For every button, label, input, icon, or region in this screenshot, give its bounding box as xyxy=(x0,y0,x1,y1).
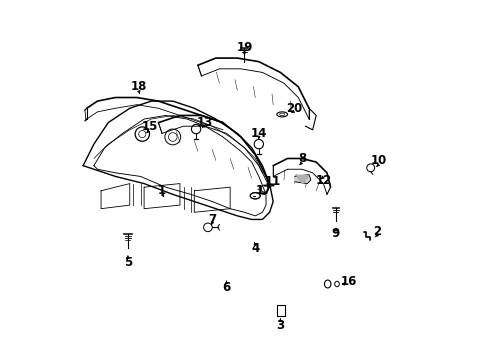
Text: 9: 9 xyxy=(331,227,339,240)
Text: 14: 14 xyxy=(250,127,266,140)
Text: 11: 11 xyxy=(264,175,281,188)
Polygon shape xyxy=(296,175,308,184)
Text: 2: 2 xyxy=(372,225,381,238)
Text: 13: 13 xyxy=(197,116,213,129)
Text: 10: 10 xyxy=(370,154,386,167)
Text: 6: 6 xyxy=(222,281,230,294)
Text: 12: 12 xyxy=(315,174,331,186)
Text: 5: 5 xyxy=(123,256,132,269)
Text: 19: 19 xyxy=(236,41,252,54)
Text: 15: 15 xyxy=(141,121,157,134)
Polygon shape xyxy=(294,175,310,184)
Text: 7: 7 xyxy=(208,213,216,226)
Text: 17: 17 xyxy=(256,184,272,197)
Text: 20: 20 xyxy=(286,102,302,115)
Text: 16: 16 xyxy=(340,275,356,288)
Text: 4: 4 xyxy=(251,242,259,255)
Text: 1: 1 xyxy=(158,184,166,197)
Text: 3: 3 xyxy=(276,319,284,332)
Text: 18: 18 xyxy=(130,80,146,93)
Text: 8: 8 xyxy=(297,152,305,165)
